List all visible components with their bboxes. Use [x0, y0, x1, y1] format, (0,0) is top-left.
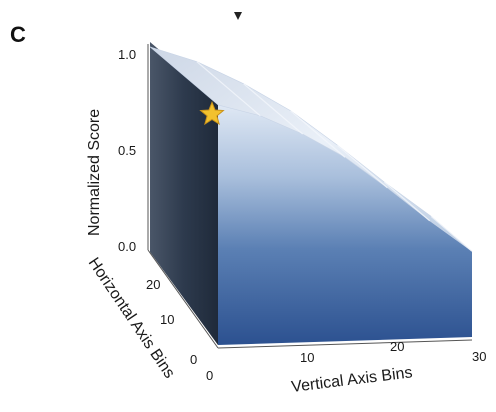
- v-tick-30: 30: [472, 349, 486, 364]
- z-tick-0: 0.0: [118, 239, 136, 254]
- front-face: [218, 104, 472, 346]
- v-tick-0: 0: [206, 368, 213, 383]
- surface-ridge-line: [196, 61, 261, 117]
- h-tick-10: 10: [160, 312, 174, 327]
- z-tick-05: 0.5: [118, 143, 136, 158]
- panel-label: C: [10, 22, 26, 47]
- v-tick-10: 10: [300, 350, 314, 365]
- horizontal-axis-line: [147, 249, 219, 349]
- h-tick-0: 0: [190, 352, 197, 367]
- z-tick-1: 1.0: [118, 47, 136, 62]
- surface-ridge-line: [290, 110, 346, 158]
- star-marker-icon: [199, 100, 225, 126]
- z-axis-label: Normalized Score: [86, 109, 103, 236]
- surface-ridges: [196, 61, 473, 252]
- vertical-axis-label: Vertical Axis Bins: [290, 364, 413, 396]
- surface-ridge-line: [337, 144, 388, 189]
- arrow-mark: [234, 12, 242, 20]
- h-tick-20: 20: [146, 277, 160, 292]
- surface-ridge-line: [243, 83, 304, 135]
- surface-ridge-line: [430, 215, 473, 252]
- surface-ridge-line: [383, 181, 431, 222]
- vertical-axis-line: [217, 339, 473, 349]
- left-wall: [150, 42, 218, 345]
- v-tick-20: 20: [390, 339, 404, 354]
- top-surface: [149, 46, 473, 252]
